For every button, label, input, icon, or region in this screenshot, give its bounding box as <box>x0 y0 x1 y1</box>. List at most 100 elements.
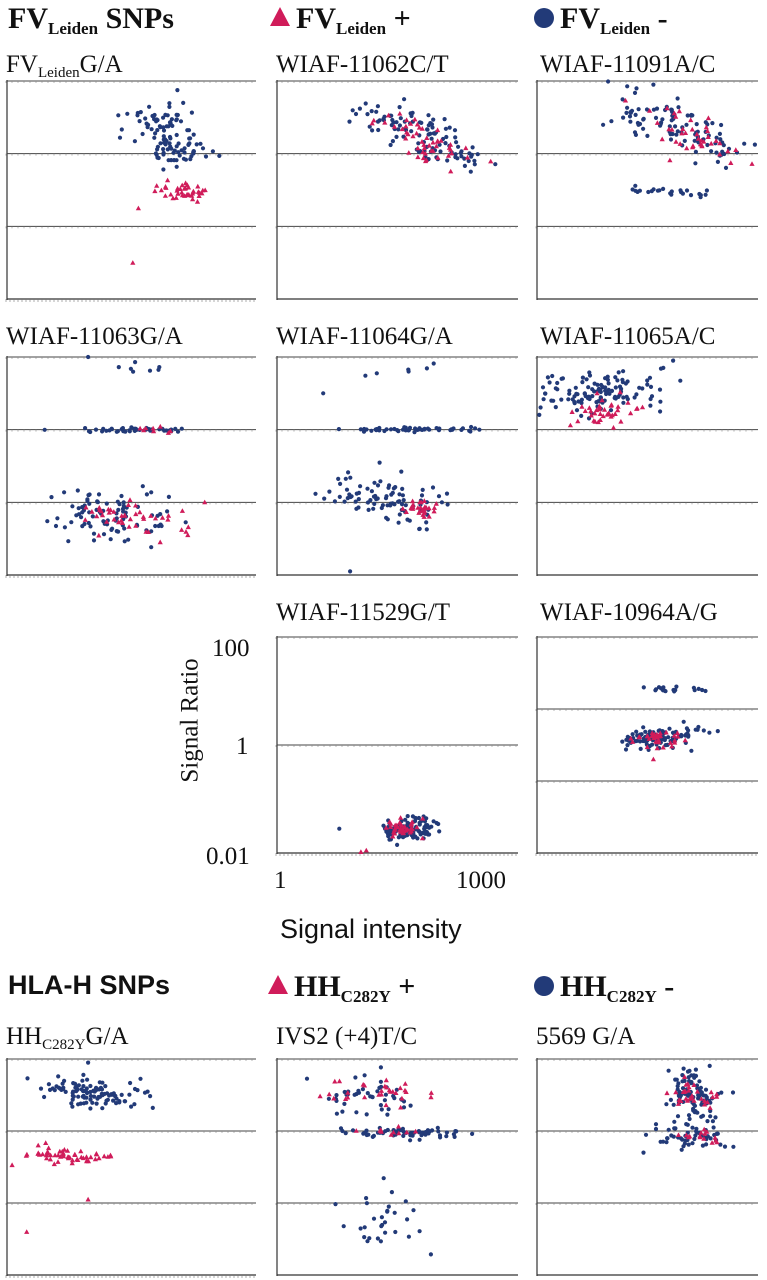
negative-point <box>127 1092 132 1097</box>
negative-point <box>647 729 652 734</box>
negative-point <box>545 375 550 380</box>
negative-point <box>686 1142 691 1147</box>
negative-point <box>621 395 626 400</box>
negative-point <box>125 111 130 116</box>
negative-point <box>420 487 425 492</box>
positive-point <box>24 1151 30 1157</box>
negative-point <box>387 483 392 488</box>
negative-point <box>345 496 350 501</box>
negative-point <box>417 1130 422 1135</box>
negative-point <box>645 133 650 138</box>
positive-point <box>406 150 412 155</box>
negative-point <box>356 1088 361 1093</box>
negative-point <box>442 117 447 122</box>
positive-point <box>691 1098 697 1103</box>
negative-point <box>472 158 477 163</box>
positive-point <box>190 196 196 202</box>
positive-point <box>725 148 731 154</box>
negative-point <box>620 97 625 102</box>
positive-point <box>430 148 436 153</box>
positive-point <box>78 1148 84 1154</box>
negative-point <box>111 1091 116 1096</box>
positive-point <box>601 407 608 412</box>
negative-point <box>641 685 646 690</box>
negative-point <box>392 1210 397 1215</box>
negative-point <box>364 1201 369 1206</box>
positive-point <box>183 529 189 534</box>
negative-point <box>115 429 120 434</box>
fv-leiden-snps-header: FVLeiden SNPs <box>8 2 174 38</box>
positive-point <box>82 517 88 522</box>
negative-point <box>470 145 475 150</box>
negative-point <box>357 106 362 111</box>
positive-point <box>363 847 369 853</box>
positive-point <box>682 737 688 743</box>
negative-point <box>613 394 618 399</box>
negative-point <box>428 1252 433 1257</box>
positive-point <box>649 730 655 736</box>
negative-point <box>467 428 472 433</box>
negative-point <box>722 1144 728 1149</box>
negative-point <box>409 129 414 134</box>
positive-point <box>168 191 174 197</box>
positive-point <box>362 1094 368 1100</box>
negative-point <box>103 1084 108 1089</box>
positive-point <box>688 117 694 123</box>
negative-point <box>198 141 203 146</box>
negative-point <box>168 120 173 125</box>
positive-point <box>419 139 425 144</box>
positive-point <box>650 756 656 762</box>
negative-point <box>431 819 436 824</box>
negative-point <box>730 1090 736 1095</box>
positive-point <box>382 119 388 125</box>
negative-point <box>537 412 542 417</box>
negative-point <box>696 686 701 691</box>
positive-point <box>663 729 669 735</box>
negative-point <box>437 426 442 431</box>
positive-point <box>47 1156 53 1162</box>
negative-point <box>342 499 347 504</box>
positive-point <box>713 138 719 143</box>
negative-point <box>665 1136 670 1141</box>
positive-point <box>704 1129 710 1134</box>
negative-point <box>454 1129 459 1134</box>
negative-point <box>415 427 420 432</box>
positive-point <box>608 414 614 419</box>
triangle-marker-icon <box>268 975 288 994</box>
negative-point <box>451 426 456 431</box>
negative-point <box>383 1230 388 1235</box>
negative-point <box>132 1086 138 1092</box>
negative-point <box>181 156 186 161</box>
negative-point <box>358 1226 363 1231</box>
negative-point <box>132 426 137 431</box>
negative-point <box>718 137 723 142</box>
negative-point <box>86 1060 91 1065</box>
positive-point <box>122 512 128 518</box>
negative-point <box>410 1133 415 1138</box>
negative-point <box>673 124 678 129</box>
negative-point <box>752 142 757 147</box>
negative-point <box>326 1096 331 1101</box>
positive-point <box>408 825 414 831</box>
negative-point <box>168 136 173 141</box>
positive-point <box>360 1081 366 1087</box>
positive-point <box>99 512 106 518</box>
negative-point <box>161 147 166 152</box>
negative-point <box>719 122 724 128</box>
positive-point <box>55 1159 61 1164</box>
positive-point <box>630 739 636 744</box>
negative-point <box>651 82 656 87</box>
positive-point <box>646 736 652 741</box>
negative-point <box>122 539 127 544</box>
negative-point <box>462 156 467 161</box>
negative-point <box>156 523 161 529</box>
negative-point <box>175 88 180 93</box>
positive-point <box>44 1150 50 1155</box>
negative-point <box>400 1126 405 1131</box>
negative-point <box>680 191 685 196</box>
negative-point <box>613 385 618 390</box>
negative-point <box>673 688 678 693</box>
negative-point <box>417 1229 422 1234</box>
positive-point <box>622 97 629 103</box>
negative-point <box>690 1141 695 1146</box>
